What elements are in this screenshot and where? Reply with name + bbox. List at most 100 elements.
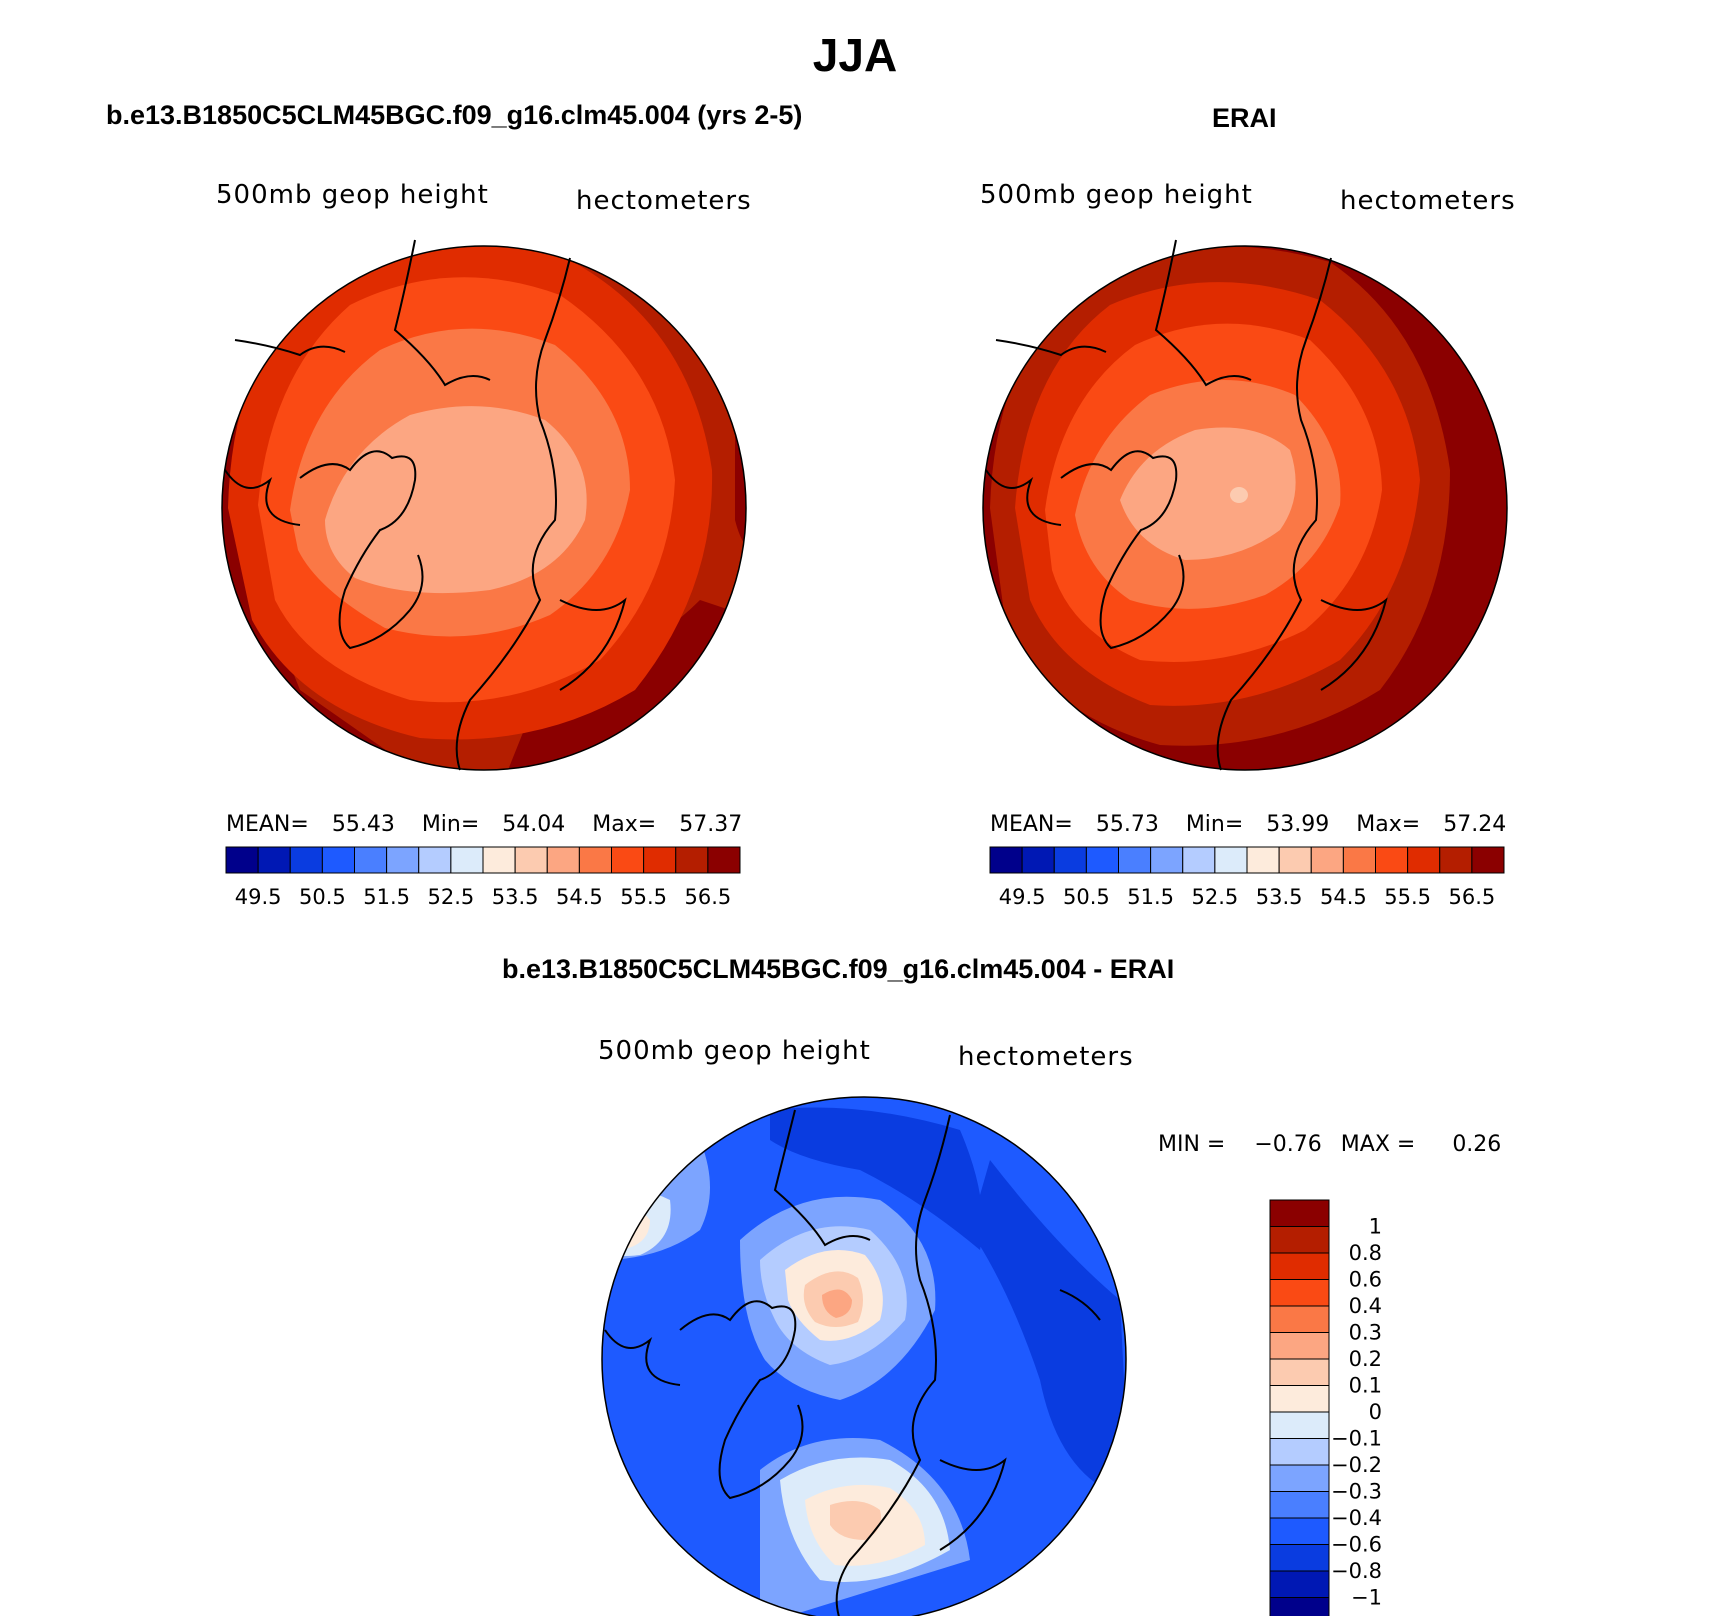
colorbar-2-tick-label: 50.5 bbox=[1063, 885, 1110, 909]
diff-colorbar-swatch-9 bbox=[1269, 1438, 1330, 1466]
colorbar-2-swatch-3 bbox=[1085, 846, 1119, 874]
diff-min-label: MIN = bbox=[1158, 1132, 1226, 1157]
diff-colorbar-swatch-7 bbox=[1269, 1385, 1330, 1413]
panel-1-max-value: 57.37 bbox=[679, 812, 743, 837]
diff-colorbar-tick-label: 0.8 bbox=[1349, 1241, 1382, 1265]
colorbar-1-tick-label: 52.5 bbox=[427, 885, 474, 909]
panel-2-max-label: Max= bbox=[1356, 812, 1421, 837]
diff-colorbar-swatch-2 bbox=[1269, 1252, 1330, 1280]
diff-colorbar-swatch-14 bbox=[1269, 1570, 1330, 1598]
panel-2-min-value: 53.99 bbox=[1266, 812, 1330, 837]
colorbar-1-swatch-4 bbox=[354, 846, 388, 874]
panel-2-units-label: hectometers bbox=[1340, 186, 1516, 216]
colorbar-2-tick-label: 49.5 bbox=[999, 885, 1046, 909]
panel-2-title: ERAI bbox=[1212, 103, 1277, 133]
panel-1-variable-label: 500mb geop height bbox=[216, 180, 489, 210]
colorbar-2-tick-label: 54.5 bbox=[1320, 885, 1367, 909]
diff-max-label: MAX = bbox=[1340, 1132, 1416, 1157]
colorbar-1-swatch-5 bbox=[386, 846, 420, 874]
map-a-band-57-east bbox=[735, 380, 746, 560]
colorbar-1-tick-label: 53.5 bbox=[492, 885, 539, 909]
diff-colorbar-swatch-3 bbox=[1269, 1279, 1330, 1307]
colorbar-1-tick-label: 55.5 bbox=[620, 885, 667, 909]
diff-colorbar-swatch-4 bbox=[1269, 1305, 1330, 1333]
diff-max-value: 0.26 bbox=[1452, 1132, 1502, 1157]
colorbar-2-swatch-12 bbox=[1375, 846, 1409, 874]
colorbar-2-swatch-10 bbox=[1310, 846, 1344, 874]
map-c-band-neg06-north bbox=[770, 1107, 983, 1250]
colorbar-2-swatch-0 bbox=[989, 846, 1023, 874]
map-b-outline bbox=[982, 245, 1508, 771]
diff-colorbar-tick-label: −0.6 bbox=[1331, 1533, 1382, 1557]
colorbar-1-swatch-12 bbox=[611, 846, 645, 874]
panel-2-stats: MEAN= 55.73 Min= 53.99 Max= 57.24 bbox=[990, 812, 1506, 837]
panel-2-mean-value: 55.73 bbox=[1095, 812, 1159, 837]
colorbar-2-swatch-1 bbox=[1021, 846, 1055, 874]
colorbar-1-tick-label: 51.5 bbox=[363, 885, 410, 909]
panel-1-mean-value: 55.43 bbox=[331, 812, 395, 837]
diff-units-label: hectometers bbox=[958, 1042, 1134, 1072]
map-c-band-pos03-center bbox=[822, 1289, 852, 1318]
colorbar-1-swatch-3 bbox=[321, 846, 355, 874]
map-c-outline bbox=[601, 1096, 1127, 1616]
diff-colorbar-tick-label: −1 bbox=[1351, 1586, 1382, 1610]
colorbar-2-swatch-11 bbox=[1342, 846, 1376, 874]
diff-colorbar-tick-label: 1 bbox=[1369, 1215, 1382, 1239]
map-c-band-neg06-east bbox=[970, 1160, 1126, 1500]
panel-2-mean-label: MEAN= bbox=[990, 812, 1073, 837]
map-b-band-54 bbox=[1230, 487, 1248, 503]
diff-colorbar-swatch-12 bbox=[1269, 1517, 1330, 1545]
diff-panel-title: b.e13.B1850C5CLM45BGC.f09_g16.clm45.004 … bbox=[502, 954, 1175, 984]
diff-min-value: −0.76 bbox=[1254, 1132, 1322, 1157]
colorbar-2-tick-label: 55.5 bbox=[1384, 885, 1431, 909]
colorbar-1-swatch-13 bbox=[643, 846, 677, 874]
colorbar-1-tick-label: 54.5 bbox=[556, 885, 603, 909]
colorbar-1-swatch-2 bbox=[289, 846, 323, 874]
colorbar-1-swatch-11 bbox=[578, 846, 612, 874]
colorbar-panel-1: 49.5 50.5 51.5 52.5 53.5 54.5 55.5 56.5 bbox=[225, 846, 741, 909]
colorbar-2-swatch-4 bbox=[1118, 846, 1152, 874]
diff-colorbar-tick-label: 0.1 bbox=[1349, 1374, 1382, 1398]
figure-title: JJA bbox=[812, 29, 898, 81]
panel-1-units-label: hectometers bbox=[576, 186, 752, 216]
colorbar-1-tick-label: 49.5 bbox=[235, 885, 282, 909]
panel-2-min-label: Min= bbox=[1185, 812, 1244, 837]
diff-colorbar-tick-label: −0.1 bbox=[1331, 1427, 1382, 1451]
diff-colorbar-tick-label: −0.2 bbox=[1331, 1453, 1382, 1477]
colorbar-1-swatch-14 bbox=[675, 846, 709, 874]
colorbar-2-swatch-14 bbox=[1439, 846, 1473, 874]
panel-1-max-label: Max= bbox=[592, 812, 657, 837]
diff-min-max: MIN = −0.76 MAX = 0.26 bbox=[1158, 1132, 1501, 1157]
diff-colorbar-tick-label: 0.2 bbox=[1349, 1347, 1382, 1371]
colorbar-2-swatch-9 bbox=[1278, 846, 1312, 874]
colorbar-2-tick-label: 56.5 bbox=[1448, 885, 1495, 909]
colorbar-1-tick-label: 56.5 bbox=[684, 885, 731, 909]
diff-colorbar-swatch-6 bbox=[1269, 1358, 1330, 1386]
colorbar-1-swatch-6 bbox=[418, 846, 452, 874]
colorbar-2-tick-label: 51.5 bbox=[1127, 885, 1174, 909]
colorbar-1-swatch-1 bbox=[257, 846, 291, 874]
map-a-band-54 bbox=[325, 406, 587, 594]
colorbar-panel-2: 49.5 50.5 51.5 52.5 53.5 54.5 55.5 56.5 bbox=[989, 846, 1505, 909]
colorbar-1-swatch-7 bbox=[450, 846, 484, 874]
diff-colorbar-swatch-11 bbox=[1269, 1491, 1330, 1519]
diff-colorbar-tick-label: 0.3 bbox=[1349, 1321, 1382, 1345]
diff-colorbar-swatch-1 bbox=[1269, 1226, 1330, 1254]
panel-1-stats: MEAN= 55.43 Min= 54.04 Max= 57.37 bbox=[226, 812, 742, 837]
map-model bbox=[222, 246, 746, 770]
diff-variable-label: 500mb geop height bbox=[598, 1036, 871, 1066]
diff-colorbar-tick-label: 0.6 bbox=[1349, 1268, 1382, 1292]
diff-colorbar-tick-label: 0 bbox=[1369, 1400, 1382, 1424]
map-c-band-pos02-south bbox=[830, 1501, 881, 1540]
diff-colorbar-swatch-13 bbox=[1269, 1544, 1330, 1572]
diff-colorbar-swatch-5 bbox=[1269, 1332, 1330, 1360]
colorbar-2-swatch-13 bbox=[1407, 846, 1441, 874]
diff-colorbar-swatch-8 bbox=[1269, 1411, 1330, 1439]
colorbar-1-swatch-15 bbox=[707, 846, 741, 874]
diff-colorbar-tick-label: 0.4 bbox=[1349, 1294, 1382, 1318]
colorbar-2-tick-label: 53.5 bbox=[1256, 885, 1303, 909]
map-c-coastlines bbox=[604, 1109, 1101, 1616]
map-erai bbox=[983, 246, 1507, 770]
panel-1-mean-label: MEAN= bbox=[226, 812, 309, 837]
